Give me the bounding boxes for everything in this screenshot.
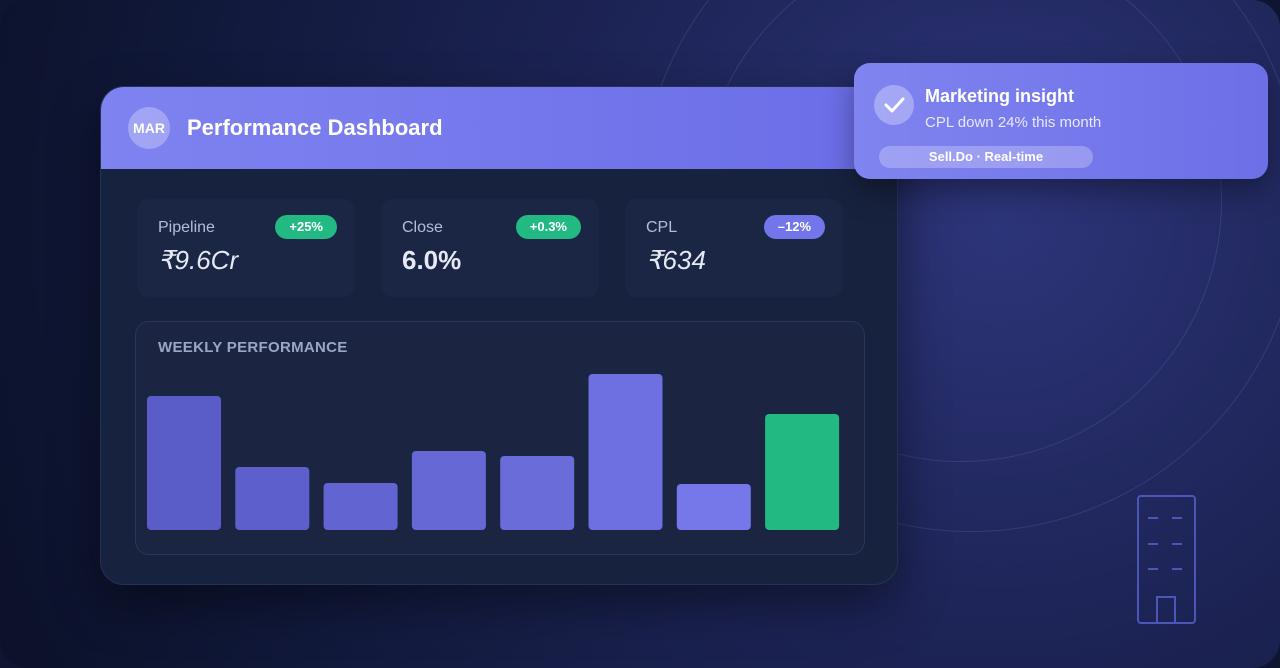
chart-panel: WEEKLY PERFORMANCE bbox=[135, 321, 865, 555]
avatar: MAR bbox=[128, 107, 170, 149]
kpi-card: CPL ₹634 –12% bbox=[625, 199, 843, 297]
kpi-label: CPL bbox=[646, 219, 678, 236]
check-icon bbox=[874, 85, 914, 125]
notification-tag: Sell.Do · Real-time bbox=[879, 146, 1093, 168]
bar-chart bbox=[147, 374, 840, 530]
bar bbox=[411, 451, 486, 530]
building-icon bbox=[1137, 495, 1196, 624]
chart-title: WEEKLY PERFORMANCE bbox=[158, 339, 348, 356]
card-header: MAR Performance Dashboard bbox=[101, 87, 897, 169]
kpi-change: +25% bbox=[275, 215, 337, 239]
kpi-label: Pipeline bbox=[158, 219, 215, 236]
kpi-change: –12% bbox=[763, 215, 825, 239]
kpi-card: Pipeline ₹9.6Cr +25% bbox=[137, 199, 355, 297]
notification-title: Marketing insight bbox=[925, 86, 1075, 106]
kpi-card: Close 6.0% +0.3% bbox=[381, 199, 599, 297]
bar bbox=[588, 374, 663, 530]
bar bbox=[765, 414, 840, 530]
bar bbox=[323, 483, 398, 530]
dashboard-title: Performance Dashboard bbox=[187, 115, 443, 140]
kpi-label: Close bbox=[402, 219, 443, 236]
bar bbox=[676, 484, 751, 530]
bar bbox=[147, 396, 221, 530]
bar bbox=[235, 467, 310, 530]
kpi-value: ₹9.6Cr bbox=[158, 245, 239, 275]
notification[interactable]: Marketing insight CPL down 24% this mont… bbox=[854, 63, 1268, 179]
bar bbox=[500, 456, 575, 530]
kpi-value: 6.0% bbox=[402, 245, 462, 275]
notification-text: CPL down 24% this month bbox=[925, 114, 1102, 131]
dashboard-card: MAR Performance Dashboard Pipeline ₹9.6C… bbox=[100, 86, 898, 585]
kpi-change: +0.3% bbox=[515, 215, 581, 239]
kpi-value: ₹634 bbox=[646, 245, 706, 275]
